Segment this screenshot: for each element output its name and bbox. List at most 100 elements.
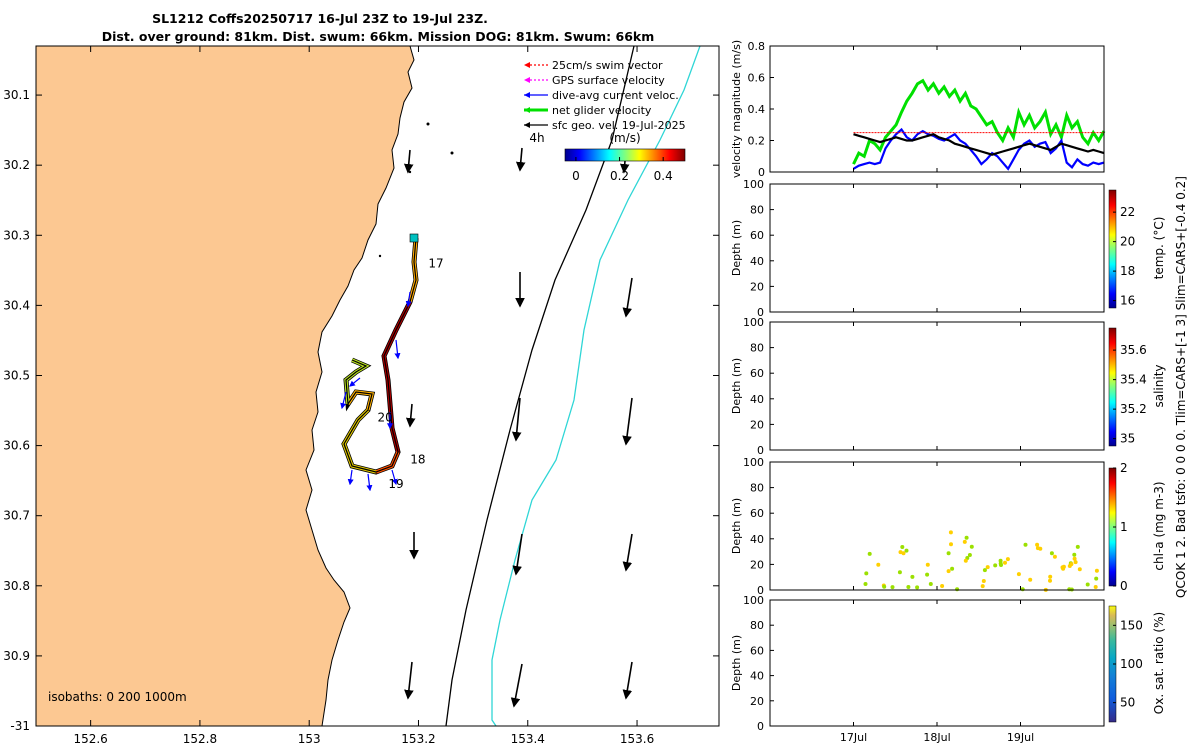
y-axis-label: Depth (m) [730, 220, 743, 276]
map-y-axis: 30.1 30.2 30.3 30.4 30.5 30.6 30.7 30.8 30.9 -31 [3, 88, 719, 733]
y-tick-label: 40 [750, 670, 764, 683]
y-tick-label: 0 [758, 166, 765, 179]
panel-frame [769, 321, 1105, 451]
speed-colorbar [564, 148, 686, 162]
y-tick-label: 0.8 [748, 40, 766, 53]
track-start-marker [409, 233, 419, 243]
colorbar-tick-label: 2 [1120, 461, 1128, 475]
y-tick-label: 100 [743, 316, 764, 329]
y-tick-label: 0 [757, 720, 764, 733]
colorbar-tick-label: 0.2 [610, 169, 629, 183]
glider-track [340, 233, 419, 492]
colorbar-tick-label: 150 [1120, 618, 1143, 632]
map-y-tick-label: -31 [10, 719, 30, 733]
map-x-tick-label: 153.6 [620, 732, 654, 746]
chl-sample-dot [1094, 568, 1099, 573]
chl-sample-dot [876, 562, 881, 567]
colorbar-tick-label: 16 [1120, 294, 1135, 308]
chl-sample-dot [897, 570, 902, 575]
y-tick-label: 0 [757, 444, 764, 457]
section-panel-4: 0 20 40 60 80 100 Depth (m) 50 100 150 Ox. sat. ra… [730, 594, 1166, 744]
day-label: 18 [410, 453, 425, 467]
y-tick-label: 80 [750, 204, 764, 217]
figure-title-line2: Dist. over ground: 81km. Dist. swum: 66k… [102, 29, 655, 44]
colorbar-tick-label: 35.4 [1120, 373, 1147, 387]
chl-sample-dot [1073, 560, 1078, 565]
chl-sample-dot [980, 584, 985, 589]
chl-sample-dot [1035, 542, 1040, 547]
map-x-tick-label: 152.6 [73, 732, 107, 746]
colorbar-tick-label: 35.6 [1120, 343, 1147, 357]
map-y-tick-label: 30.5 [3, 368, 30, 382]
island-dot [426, 122, 430, 126]
chl-sample-dot [1048, 574, 1053, 579]
colorbar-tick-label: 35 [1120, 432, 1135, 446]
chl-sample-dot [949, 542, 953, 547]
chl-sample-dot [946, 551, 951, 556]
series-line [853, 133, 1105, 156]
panel-frame [769, 461, 1105, 591]
map-y-tick-label: 30.6 [3, 439, 30, 453]
chl-sample-dot [967, 553, 972, 557]
panel-frame [769, 599, 1105, 727]
map-y-tick-label: 30.1 [3, 88, 30, 102]
chl-sample-dot [1023, 542, 1028, 547]
y-tick-label: 80 [750, 619, 764, 632]
map-x-tick-label: 153.2 [401, 732, 435, 746]
current-arrow [391, 469, 398, 486]
y-tick-label: 60 [750, 507, 764, 520]
panel-background [770, 462, 1104, 590]
map-y-tick-label: 30.2 [3, 158, 30, 172]
y-tick-label: 0.6 [748, 72, 766, 85]
chl-sample-dot [915, 585, 920, 590]
colorbar-unit-label: (m/s) [609, 131, 640, 145]
panel-background [770, 46, 1104, 172]
chl-sample-dot [1072, 552, 1077, 557]
map-y-tick-label: 30.7 [3, 509, 30, 523]
colorbar-tick-label: 22 [1120, 205, 1135, 219]
y-axis-label: velocity magnitude (m/s) [730, 40, 743, 178]
y-tick-label: 40 [750, 533, 764, 546]
section-panel-3: 0 20 40 60 80 100 Depth (m) 0 1 2 chl-a (mg m-3) [730, 456, 1166, 597]
panel-background [770, 600, 1104, 726]
chl-sample-dot [1052, 554, 1057, 559]
day-labels: 17 20 18 19 [378, 256, 444, 491]
section-colorbar [1108, 189, 1117, 309]
panel-frame [769, 183, 1105, 313]
colorbar-tick-label: 0 [1120, 579, 1128, 593]
y-tick-label: 100 [743, 178, 764, 191]
legend-label: 25cm/s swim vector [552, 59, 663, 72]
chl-sample-dot [964, 535, 969, 540]
chl-sample-dot [882, 584, 887, 589]
colorbar-tick-label: 0.4 [654, 169, 673, 183]
map-frame [35, 45, 720, 727]
map-x-tick-label: 153 [298, 732, 321, 746]
chl-sample-dot [910, 574, 915, 579]
chl-sample-dot [1049, 551, 1054, 556]
legend-arrowhead [524, 122, 530, 128]
y-tick-label: 0.2 [748, 135, 766, 148]
map-legend: 25cm/s swim vector GPS surface velocity di… [524, 59, 686, 132]
colorbar-label: Ox. sat. ratio (%) [1152, 612, 1166, 714]
y-tick-label: 80 [750, 482, 764, 495]
chl-sample-dot [1061, 566, 1066, 571]
chl-sample-dot [1003, 560, 1007, 565]
series-line [852, 78, 1106, 165]
chl-sample-dot [867, 551, 872, 556]
panel-background [770, 322, 1104, 450]
y-tick-label: 20 [750, 695, 764, 708]
x-tick-label: 18Jul [923, 731, 950, 744]
island-dot [450, 151, 454, 155]
chl-sample-dot [985, 565, 990, 570]
y-tick-label: 20 [750, 418, 764, 431]
current-arrow [366, 473, 373, 492]
chl-sample-dot [963, 558, 968, 563]
chl-sample-dot [1028, 577, 1033, 582]
map-y-tick-label: 30.4 [3, 298, 30, 312]
chl-sample-dot [863, 582, 868, 586]
chl-sample-dot [1016, 572, 1021, 577]
y-axis-label: Depth (m) [730, 635, 743, 691]
legend-arrowhead [524, 107, 530, 113]
colorbar-label: salinity [1152, 364, 1166, 407]
